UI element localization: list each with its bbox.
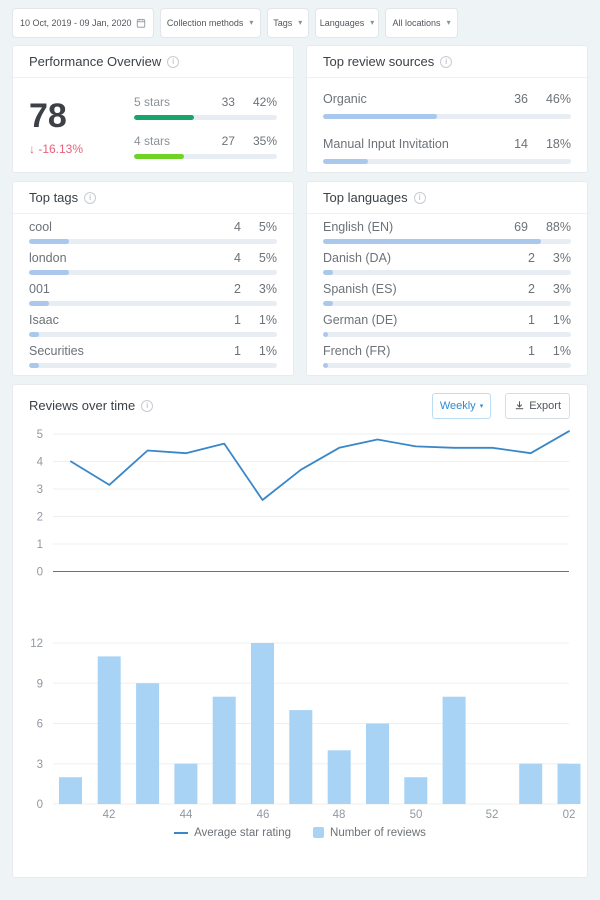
svg-text:2: 2: [37, 512, 43, 524]
svg-text:3: 3: [37, 484, 43, 496]
svg-text:4: 4: [37, 457, 44, 469]
svg-text:46: 46: [257, 809, 270, 821]
svg-text:1: 1: [37, 539, 43, 551]
svg-text:52: 52: [486, 809, 499, 821]
svg-text:02: 02: [563, 809, 576, 821]
svg-text:6: 6: [37, 719, 43, 731]
svg-text:44: 44: [180, 809, 193, 821]
svg-text:0: 0: [37, 799, 43, 811]
svg-text:9: 9: [37, 678, 43, 690]
svg-text:12: 12: [30, 638, 43, 650]
svg-text:3: 3: [37, 759, 43, 771]
svg-text:5: 5: [37, 429, 43, 441]
svg-text:48: 48: [333, 809, 346, 821]
svg-text:50: 50: [410, 809, 423, 821]
svg-text:0: 0: [37, 567, 43, 579]
svg-text:42: 42: [103, 809, 116, 821]
